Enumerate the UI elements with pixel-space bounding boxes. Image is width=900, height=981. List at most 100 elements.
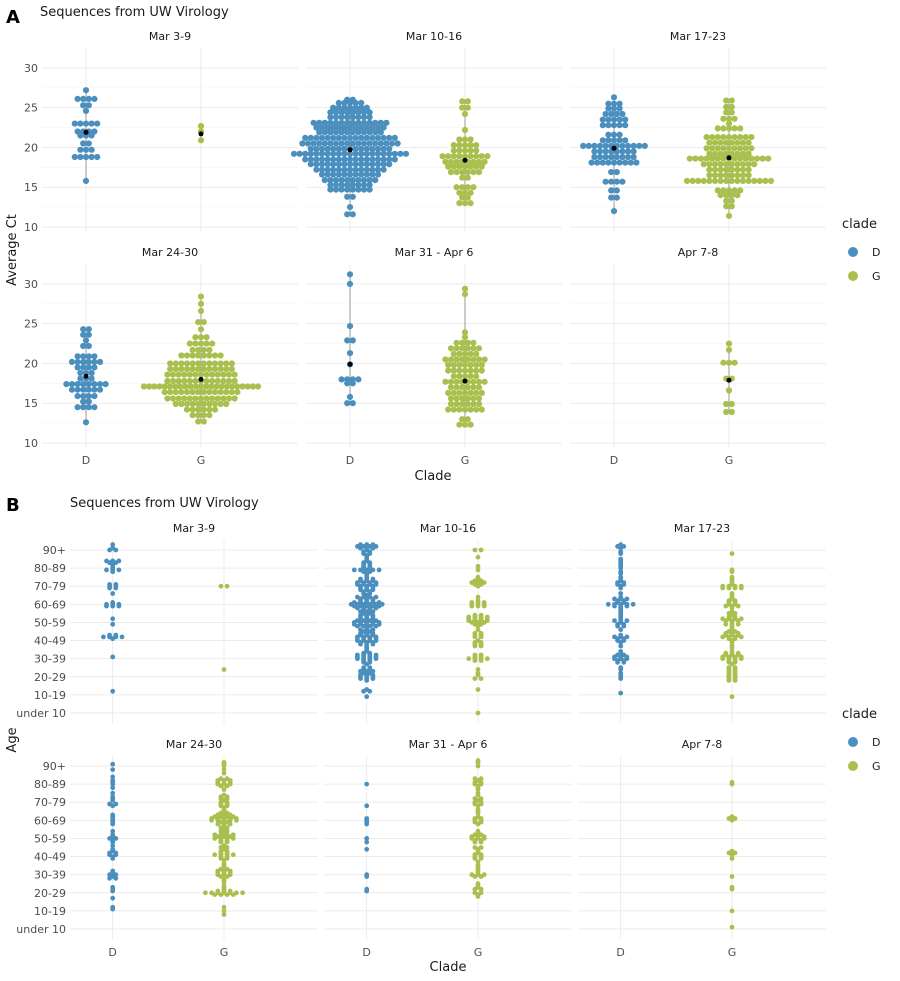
data-point bbox=[206, 365, 213, 373]
data-point bbox=[360, 114, 368, 121]
facet-label: Apr 7-8 bbox=[678, 246, 719, 259]
mean-point bbox=[347, 361, 353, 367]
data-point bbox=[217, 360, 224, 367]
data-point bbox=[461, 153, 469, 160]
data-point bbox=[450, 361, 457, 369]
data-point bbox=[725, 145, 733, 152]
y-tick-label: 25 bbox=[24, 102, 38, 115]
data-point bbox=[363, 134, 370, 141]
data-point bbox=[461, 329, 469, 336]
data-point bbox=[85, 326, 92, 333]
data-point bbox=[470, 184, 477, 191]
data-point bbox=[706, 161, 713, 168]
data-point bbox=[714, 145, 721, 152]
data-point bbox=[739, 161, 747, 168]
data-point bbox=[618, 545, 624, 551]
data-point bbox=[164, 395, 171, 402]
data-point bbox=[214, 395, 221, 402]
data-point bbox=[344, 109, 351, 116]
data-point bbox=[445, 389, 452, 396]
data-point bbox=[307, 156, 314, 163]
data-point bbox=[360, 181, 368, 188]
data-point bbox=[327, 109, 334, 116]
data-point bbox=[213, 383, 220, 390]
data-point bbox=[473, 373, 480, 380]
data-point bbox=[330, 124, 337, 131]
data-point bbox=[110, 767, 116, 772]
data-point bbox=[373, 656, 379, 662]
data-point bbox=[610, 100, 618, 107]
data-point bbox=[195, 400, 202, 408]
data-point bbox=[231, 395, 238, 402]
data-point bbox=[720, 145, 727, 152]
data-point bbox=[212, 852, 218, 858]
mean-point bbox=[462, 157, 468, 163]
data-point bbox=[85, 140, 92, 147]
data-point bbox=[221, 879, 227, 885]
data-point bbox=[225, 395, 233, 402]
y-tick-label: 30 bbox=[24, 278, 38, 291]
data-point bbox=[737, 134, 744, 141]
data-point bbox=[464, 384, 471, 391]
data-point bbox=[224, 839, 230, 845]
data-point bbox=[470, 356, 477, 363]
data-point bbox=[85, 331, 92, 338]
data-point bbox=[358, 641, 363, 647]
data-point bbox=[456, 350, 463, 357]
x-tick-label: D bbox=[346, 454, 354, 467]
mean-point bbox=[83, 373, 89, 379]
x-tick-label: G bbox=[728, 946, 737, 959]
data-point bbox=[346, 280, 354, 287]
data-point bbox=[327, 186, 334, 193]
data-point bbox=[714, 155, 721, 162]
data-point bbox=[110, 636, 116, 642]
data-point bbox=[223, 365, 230, 373]
data-point bbox=[200, 418, 207, 425]
data-point bbox=[217, 352, 224, 359]
y-tick-label: 30-39 bbox=[34, 869, 66, 882]
legend-label: G bbox=[872, 760, 881, 773]
data-point bbox=[189, 352, 196, 359]
data-point bbox=[723, 166, 730, 173]
data-point bbox=[335, 124, 342, 131]
data-point bbox=[183, 365, 191, 373]
data-point bbox=[302, 156, 309, 163]
data-point bbox=[91, 364, 98, 371]
data-point bbox=[472, 643, 478, 649]
data-point bbox=[197, 395, 205, 402]
data-point bbox=[731, 115, 738, 122]
data-point bbox=[380, 166, 387, 173]
data-point bbox=[380, 161, 387, 168]
data-point bbox=[156, 383, 163, 390]
data-point bbox=[341, 104, 348, 111]
data-point bbox=[478, 886, 484, 892]
data-point bbox=[720, 187, 727, 194]
data-point bbox=[161, 383, 168, 390]
data-point bbox=[110, 591, 116, 596]
data-point bbox=[364, 874, 370, 879]
y-tick-label: 10 bbox=[24, 221, 38, 234]
data-point bbox=[224, 583, 230, 589]
facet-label: Mar 17-23 bbox=[670, 30, 726, 43]
data-point bbox=[470, 169, 477, 176]
data-point bbox=[475, 158, 483, 165]
y-tick-label: 30 bbox=[24, 62, 38, 75]
data-point bbox=[211, 400, 219, 408]
data-point bbox=[110, 616, 116, 622]
data-point bbox=[223, 400, 230, 408]
data-point bbox=[618, 571, 624, 576]
data-point bbox=[470, 395, 477, 402]
data-point bbox=[80, 393, 87, 400]
data-point bbox=[726, 678, 732, 683]
data-point bbox=[169, 377, 177, 385]
data-point bbox=[602, 142, 609, 149]
data-point bbox=[349, 380, 356, 387]
data-point bbox=[344, 400, 351, 407]
data-point bbox=[739, 166, 747, 173]
data-point bbox=[80, 364, 87, 371]
data-point bbox=[349, 193, 356, 200]
facet-panel: Mar 3-9 10 15 20 25 30 bbox=[24, 30, 298, 234]
data-point bbox=[613, 178, 620, 185]
data-point bbox=[456, 406, 463, 413]
data-point bbox=[302, 134, 309, 141]
